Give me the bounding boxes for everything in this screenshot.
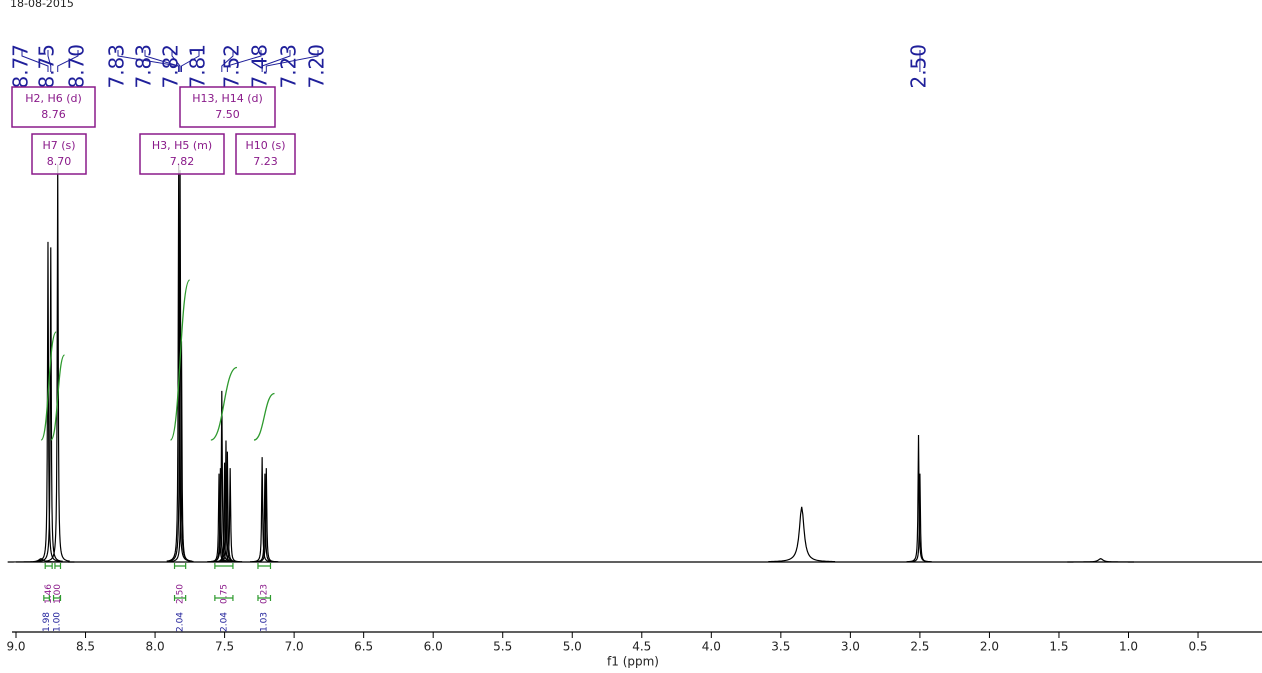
x-tick-label: 7.5	[215, 640, 234, 654]
integral-value: 1.03	[260, 612, 270, 632]
x-tick-label: 8.0	[146, 640, 165, 654]
x-tick-label: 5.5	[493, 640, 512, 654]
integral-value: 0.23	[260, 584, 270, 604]
x-tick-label: 1.5	[1049, 640, 1068, 654]
multiplet-name: H7 (s)	[42, 139, 75, 152]
peak-pick-label: 7.52	[220, 44, 244, 89]
peak-pick-label: 7.83	[105, 44, 129, 89]
integral-curve	[50, 354, 66, 441]
multiplet-shift: 7.23	[253, 155, 278, 168]
peak-pick-connector	[144, 50, 180, 72]
integral-bracket	[173, 563, 187, 569]
x-tick-label: 2.5	[910, 640, 929, 654]
peak	[907, 473, 932, 563]
peak	[218, 468, 243, 563]
peak	[38, 247, 63, 562]
peak-pick-connector	[226, 50, 262, 72]
peak-pick-connector	[21, 50, 49, 72]
x-tick-label: 3.0	[841, 640, 860, 654]
peak-pick-label: 7.81	[186, 44, 210, 89]
multiplet-box	[31, 133, 87, 175]
peak-pick-connector	[180, 50, 200, 72]
multiplet-name: H2, H6 (d)	[25, 92, 82, 105]
x-tick-label: 1.0	[1119, 640, 1138, 654]
x-axis-label: f1 (ppm)	[607, 655, 659, 669]
multiplet-box	[11, 86, 96, 128]
peak-pick-label: 8.77	[9, 44, 33, 89]
peak-pick-label: 2.50	[907, 44, 931, 89]
integral-curve	[169, 279, 191, 441]
peak-pick-label: 8.70	[65, 44, 89, 89]
x-tick-label: 2.0	[980, 640, 999, 654]
x-tick-label: 6.0	[424, 640, 443, 654]
peak	[250, 457, 275, 563]
x-tick-label: 0.5	[1188, 640, 1207, 654]
integral-bracket	[257, 595, 272, 601]
x-tick-label: 3.5	[771, 640, 790, 654]
peak	[254, 468, 279, 563]
peak-pick-label: 7.20	[305, 44, 329, 89]
peak	[768, 506, 836, 563]
peak-pick-connector	[261, 50, 291, 72]
integral-curve	[210, 366, 238, 441]
peak	[1067, 558, 1135, 563]
x-tick-label: 7.0	[285, 640, 304, 654]
integral-value: 2.50	[176, 584, 186, 604]
integral-value: 2.04	[176, 612, 186, 632]
peak-pick-connector	[221, 50, 234, 72]
x-tick-label: 8.5	[76, 640, 95, 654]
x-tick-label: 6.5	[354, 640, 373, 654]
peak-pick-label: 8.75	[35, 44, 59, 89]
integral-bracket	[52, 595, 62, 601]
peak-pick-connector	[47, 50, 52, 72]
multiplet-name: H3, H5 (m)	[152, 139, 212, 152]
integral-bracket	[43, 595, 50, 601]
multiplet-box	[235, 133, 296, 175]
integral-bracket	[173, 595, 187, 601]
integral-value: 1.46	[44, 584, 54, 604]
peak-pick-label: 7.82	[159, 44, 183, 89]
x-tick-label: 9.0	[6, 640, 25, 654]
multiplet-shift: 7.50	[215, 108, 240, 121]
integral-curve	[253, 392, 275, 441]
integral-value: 1.00	[53, 584, 63, 604]
peak-pick-label: 7.23	[277, 44, 301, 89]
multiplet-box	[139, 133, 225, 175]
x-tick-label: 5.0	[563, 640, 582, 654]
integral-value: 1.98	[42, 612, 52, 632]
x-tick-label: 4.5	[632, 640, 651, 654]
date: 18-08-2015	[10, 0, 74, 10]
integral-bracket	[257, 563, 272, 569]
peak-pick-connector	[171, 50, 181, 72]
multiplet-shift: 7.82	[170, 155, 195, 168]
integral-bracket	[214, 563, 234, 569]
x-tick-label: 4.0	[702, 640, 721, 654]
multiplet-box	[179, 86, 276, 128]
integral-bracket	[214, 595, 234, 601]
multiplet-name: H10 (s)	[245, 139, 285, 152]
peak-pick-label: 7.83	[132, 44, 156, 89]
peak-pick-connector	[57, 50, 79, 72]
multiplet-shift: 8.70	[47, 155, 72, 168]
multiplet-name: H13, H14 (d)	[192, 92, 263, 105]
integral-value: 1.00	[53, 612, 63, 632]
peak-pick-connector	[265, 50, 319, 72]
peak	[7, 558, 75, 563]
integral-value: 2.04	[219, 612, 229, 632]
integral-curve	[40, 331, 57, 441]
peak-pick-label: 7.48	[248, 44, 272, 89]
integral-bracket	[54, 563, 62, 569]
multiplet-shift: 8.76	[41, 108, 66, 121]
integral-value: 0.75	[219, 584, 229, 604]
integral-bracket	[44, 563, 53, 569]
peak	[35, 241, 61, 562]
